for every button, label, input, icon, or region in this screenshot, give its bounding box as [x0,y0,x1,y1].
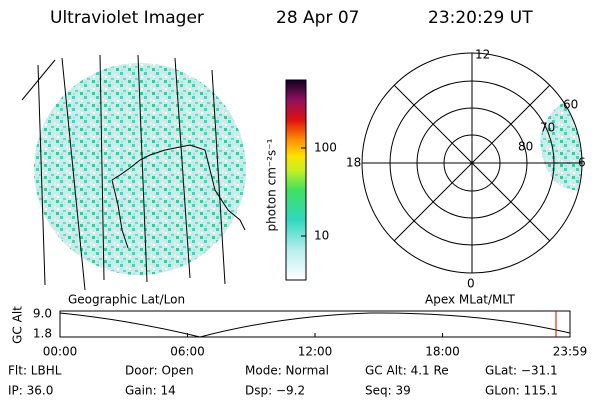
polar-label: 12 [475,48,490,62]
polar-label: 0 [467,277,475,291]
footer-field: IP: 36.0 [8,384,53,398]
x-tick-label: 23:59 [553,345,588,359]
polar-label: 6 [578,156,586,170]
x-tick-label: 12:00 [298,345,333,359]
date: 28 Apr 07 [276,8,359,28]
time: 23:20:29 UT [428,8,533,28]
footer-field: Seq: 39 [365,384,411,398]
footer-field: Mode: Normal [245,364,329,378]
colorbar-label: photon cm⁻²s⁻¹ [265,138,279,231]
instrument: Ultraviolet Imager [50,8,204,28]
colorbar-tick: 100 [314,141,337,155]
x-tick-label: 18:00 [425,345,460,359]
footer-field: Dsp: −9.2 [245,384,305,398]
polar-plot: 12 18 6 0 60 70 80 [346,48,586,291]
altitude-plot: Geographic Lat/Lon Apex MLat/MLT GC Alt … [11,293,588,359]
footer-field: GLon: 115.1 [485,384,558,398]
footer-field: Flt: LBHL [8,364,62,378]
footer: Flt: LBHL Door: Open Mode: Normal GC Alt: 4… [8,364,558,398]
polar-label: 80 [518,140,533,154]
polar-label: 18 [346,156,361,170]
x-tick-label: 00:00 [43,345,78,359]
earth-image [21,54,246,291]
y-axis-label: GC Alt [11,306,25,344]
polar-label: 60 [563,98,578,112]
footer-field: Gain: 14 [125,384,176,398]
footer-field: GLat: −31.1 [485,364,558,378]
header: Ultraviolet Imager 28 Apr 07 23:20:29 UT [50,8,533,28]
map-label: Apex MLat/MLT [425,293,515,307]
footer-field: GC Alt: 4.1 Re [365,364,449,378]
polar-label: 70 [540,121,555,135]
colorbar-tick: 10 [314,229,329,243]
x-tick-label: 06:00 [170,345,205,359]
map-label: Geographic Lat/Lon [68,293,185,307]
y-tick-label: 9.0 [33,307,52,321]
y-tick-label: 1.8 [33,327,52,341]
footer-field: Door: Open [125,364,194,378]
colorbar: 100 10 photon cm⁻²s⁻¹ [265,79,337,281]
